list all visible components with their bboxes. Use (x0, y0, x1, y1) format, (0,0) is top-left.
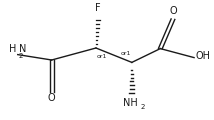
Text: OH: OH (196, 51, 211, 61)
Text: O: O (48, 93, 55, 103)
Text: 2: 2 (18, 53, 22, 59)
Text: O: O (169, 6, 177, 16)
Text: H: H (9, 44, 17, 54)
Text: or1: or1 (97, 54, 107, 60)
Text: NH: NH (123, 98, 138, 108)
Text: 2: 2 (141, 104, 145, 110)
Text: or1: or1 (120, 51, 131, 56)
Text: N: N (19, 44, 27, 54)
Text: F: F (95, 3, 101, 13)
